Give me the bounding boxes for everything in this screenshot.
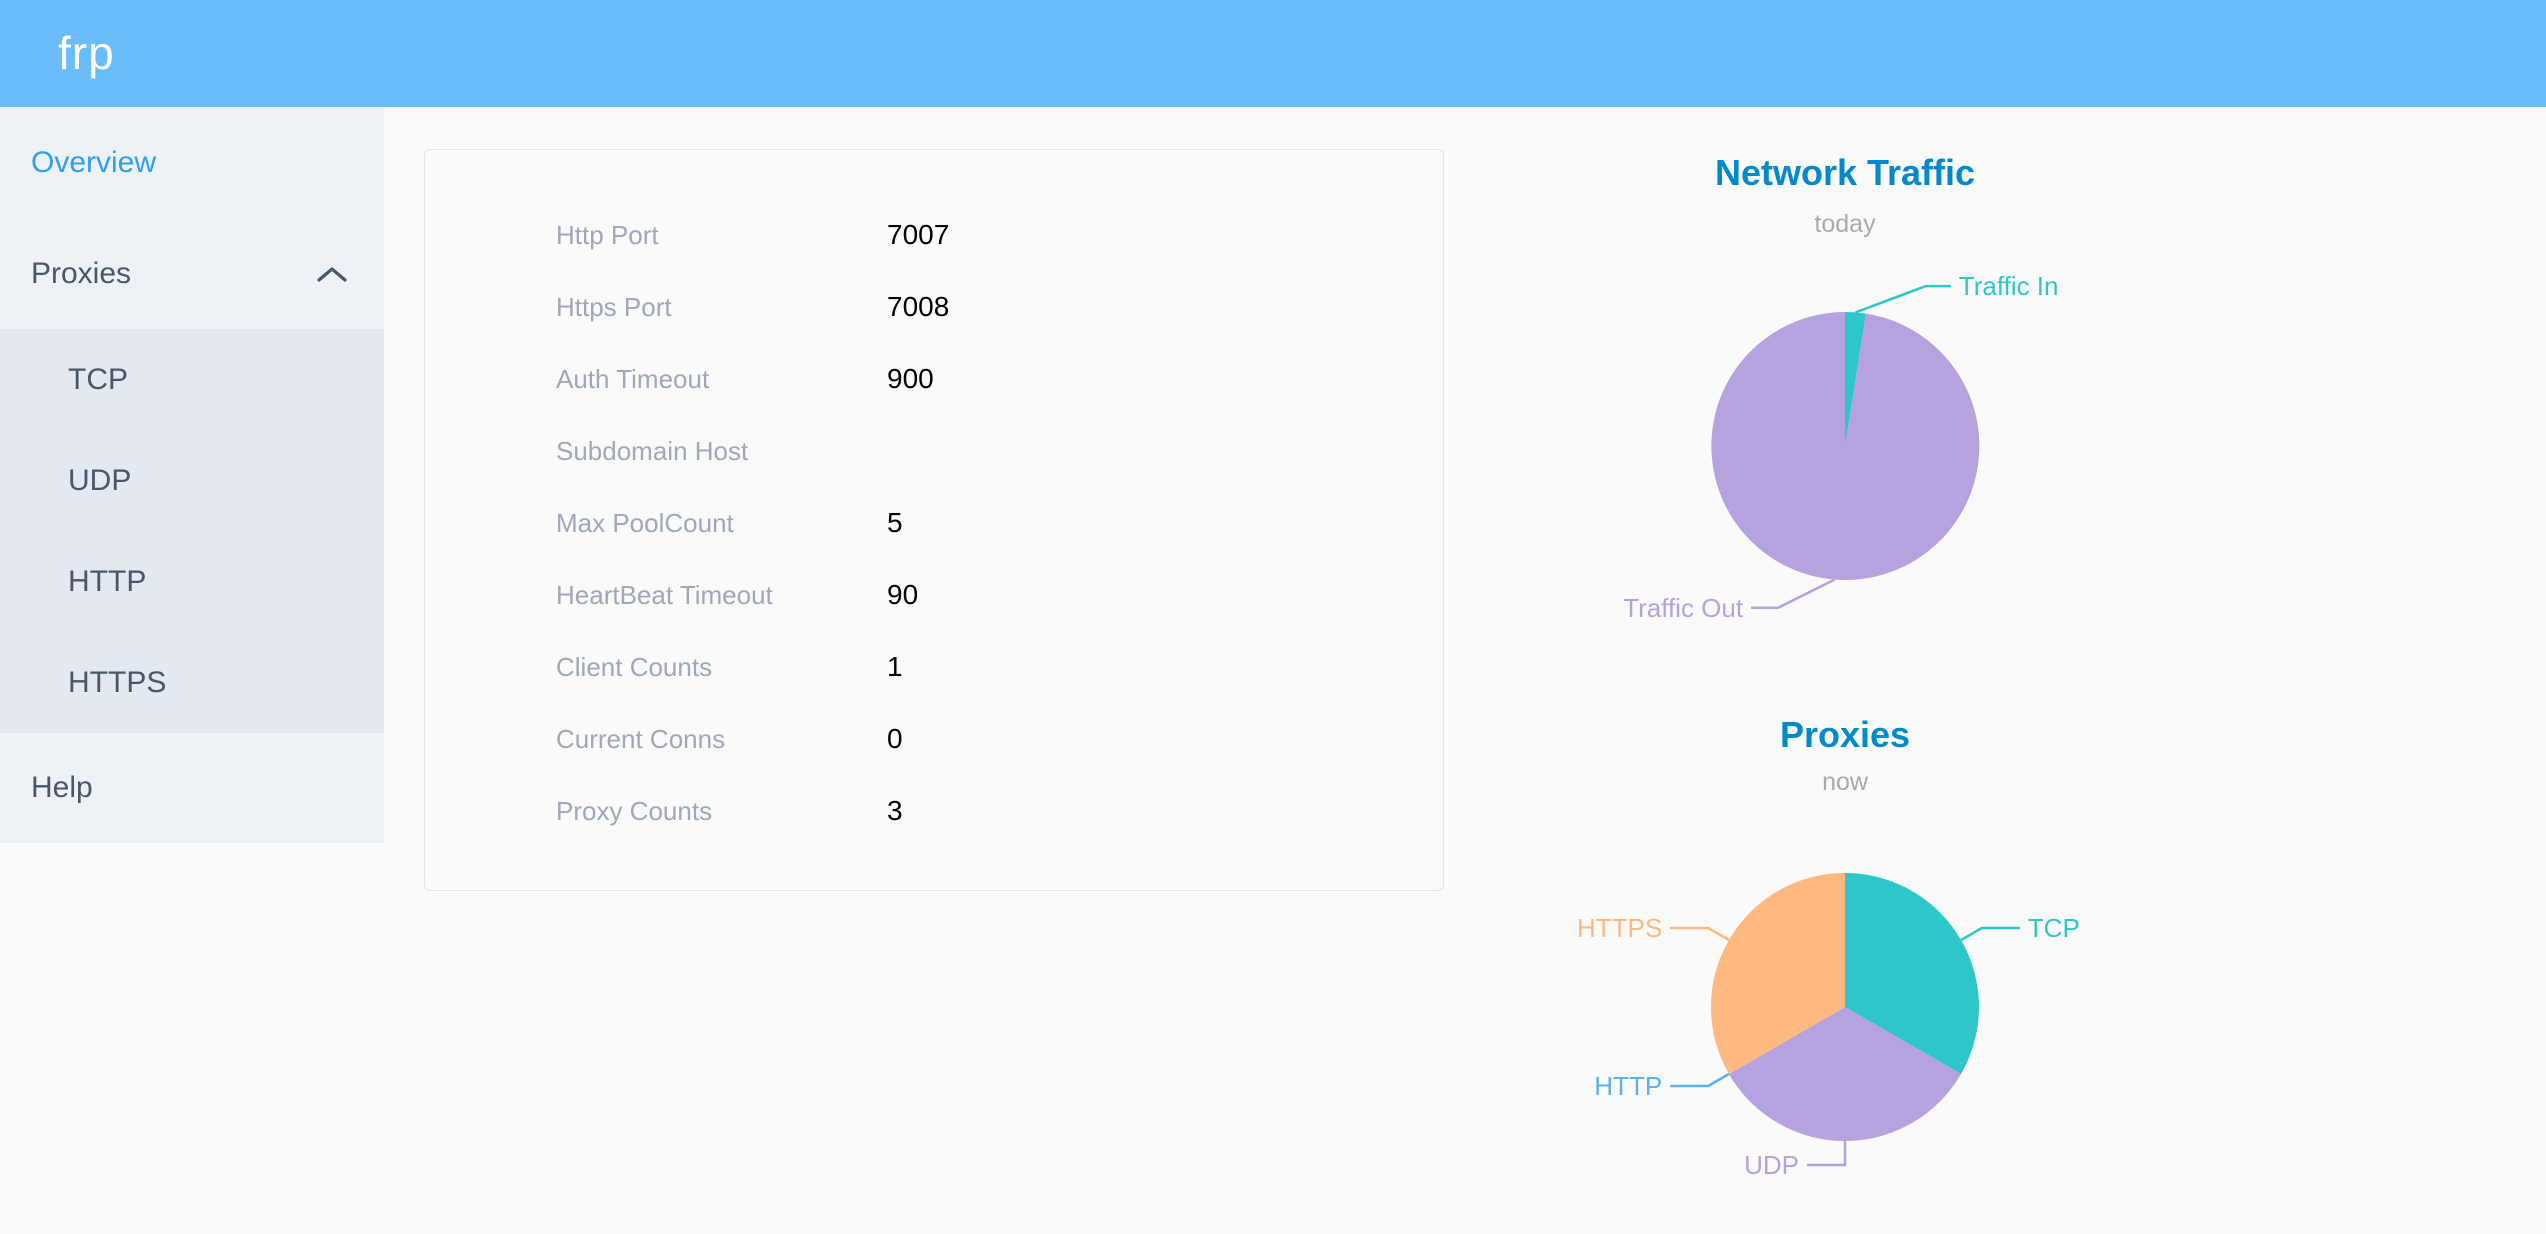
pie-label-https: HTTPS	[1577, 913, 1662, 943]
server-info-label: Client Counts	[556, 652, 713, 682]
server-info-row: Client Counts 1	[425, 631, 1443, 703]
network-traffic-chart-subtitle: today	[1814, 210, 1876, 238]
server-info-label: Current Conns	[556, 724, 726, 754]
pie-slice-traffic-out[interactable]	[1711, 312, 1980, 580]
pie-label-traffic-out: Traffic Out	[1623, 593, 1744, 623]
server-info-label: Proxy Counts	[556, 796, 713, 826]
chevron-up-icon[interactable]	[317, 266, 347, 283]
app-header: frp	[0, 0, 2546, 107]
server-info-label: Auth Timeout	[556, 364, 710, 394]
server-info-value: 900	[887, 363, 934, 394]
server-info-label: Https Port	[556, 292, 672, 322]
sidebar-item-label: HTTP	[68, 565, 147, 598]
pie-slice-udp[interactable]	[1728, 1007, 1961, 1142]
server-info-value: 90	[887, 579, 919, 610]
pie-label-line-http	[1670, 1072, 1730, 1088]
sidebar-item-label: UDP	[68, 464, 132, 497]
server-info-label: Max PoolCount	[556, 508, 734, 538]
sidebar-item-label: HTTPS	[68, 666, 167, 699]
pie-slice-traffic-in[interactable]	[1845, 311, 1866, 446]
server-info-row: Https Port 7008	[425, 271, 1443, 343]
proxies-chart-subtitle: now	[1822, 768, 1868, 796]
pie-label-line-tcp	[1960, 926, 2020, 942]
pie-slice-https[interactable]	[1710, 873, 1845, 1074]
pie-label-traffic-in: Traffic In	[1959, 271, 2059, 301]
network-traffic-chart-title: Network Traffic	[1714, 152, 1976, 193]
proxies-chart-title: Proxies	[1779, 714, 1911, 755]
server-info-value: 7007	[887, 219, 950, 250]
proxies-chart: Proxies now TCP UDP HTTP HTTPS	[1495, 714, 2195, 1234]
pie-label-line-udp	[1807, 1141, 1847, 1167]
server-info-card: Http Port 7007 Https Port 7008 Auth Timeou…	[424, 149, 1444, 891]
server-info-row: Auth Timeout 900	[425, 343, 1443, 415]
sidebar-item-tcp[interactable]: TCP	[0, 329, 384, 430]
sidebar-item-label: Help	[31, 771, 93, 804]
pie-label-udp: UDP	[1744, 1150, 1799, 1180]
server-info-row: Subdomain Host	[425, 415, 1443, 487]
server-info-value: 7008	[887, 291, 950, 322]
pie-label-tcp: TCP	[2028, 913, 2080, 943]
network-traffic-chart: Network Traffic today Traffic In Traffic …	[1495, 152, 2195, 672]
pie-label-line-traffic-in	[1855, 284, 1951, 314]
network-traffic-pie[interactable]: Traffic In Traffic Out	[1495, 166, 2195, 666]
server-info-value: 3	[887, 795, 903, 826]
sidebar-item-label: Proxies	[31, 257, 132, 290]
sidebar-item-help[interactable]: Help	[0, 733, 384, 843]
sidebar-item-overview[interactable]: Overview	[0, 107, 384, 218]
sidebar-item-udp[interactable]: UDP	[0, 430, 384, 531]
sidebar-item-https[interactable]: HTTPS	[0, 632, 384, 733]
server-info-row: Proxy Counts 3	[425, 775, 1443, 847]
pie-label-line-traffic-out	[1751, 578, 1836, 609]
server-info-label: Http Port	[556, 220, 659, 250]
server-info-value: 1	[887, 651, 903, 682]
app-logo[interactable]: frp	[58, 27, 115, 79]
pie-slice-tcp[interactable]	[1845, 873, 1979, 1074]
pie-label-line-https	[1670, 926, 1730, 942]
server-info-label: Subdomain Host	[556, 436, 749, 466]
server-info-value: 0	[887, 723, 903, 754]
server-info-label: HeartBeat Timeout	[556, 580, 773, 610]
sidebar-item-label: TCP	[68, 363, 128, 396]
proxies-submenu: TCP UDP HTTP HTTPS	[0, 329, 384, 733]
sidebar: Overview Proxies TCP UDP HTTP HTTPS Help	[0, 107, 384, 843]
server-info-row: Http Port 7007	[425, 199, 1443, 271]
proxies-pie[interactable]: TCP UDP HTTP HTTPS	[1495, 727, 2195, 1227]
sidebar-item-proxies[interactable]: Proxies	[0, 218, 384, 329]
sidebar-item-label: Overview	[31, 146, 157, 179]
pie-label-http: HTTP	[1594, 1071, 1662, 1101]
server-info-row: Max PoolCount 5	[425, 487, 1443, 559]
sidebar-item-http[interactable]: HTTP	[0, 531, 384, 632]
server-info-row: HeartBeat Timeout 90	[425, 559, 1443, 631]
server-info-value: 5	[887, 507, 903, 538]
server-info-row: Current Conns 0	[425, 703, 1443, 775]
